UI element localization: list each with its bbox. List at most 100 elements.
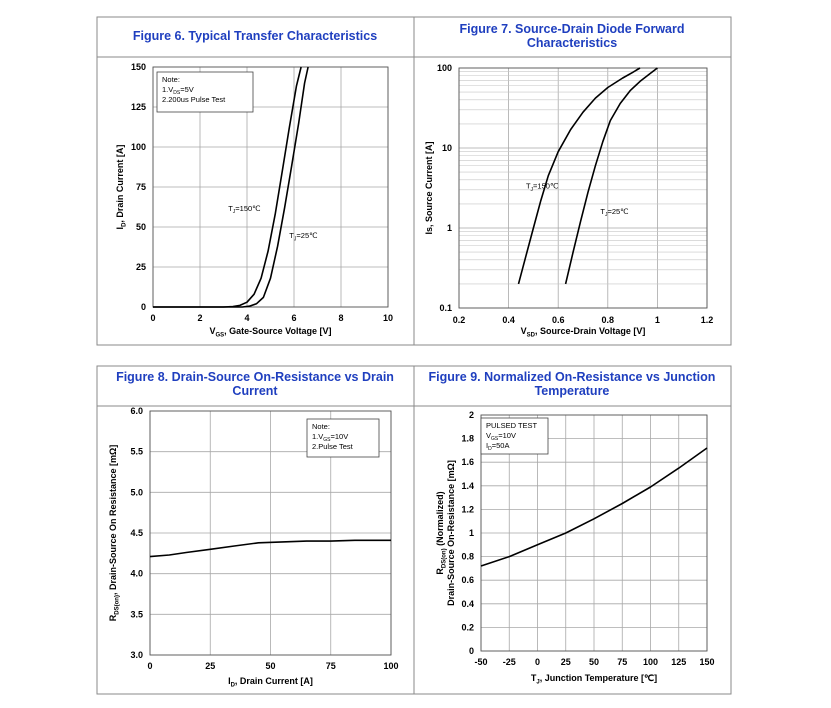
fig8-ytick: 5.5 [130, 447, 143, 457]
fig8-title: Figure 8. Drain-Source On-Resistance vs … [116, 370, 394, 384]
fig7-ytick: 100 [437, 63, 452, 73]
fig7-title: Figure 7. Source-Drain Diode Forward [459, 22, 684, 36]
fig7-ytick: 10 [442, 143, 452, 153]
fig8-ytick: 5.0 [130, 487, 143, 497]
fig6-note-box [156, 71, 254, 113]
fig9-note-line: ID​=50A [486, 441, 509, 452]
panel-frame-9 [413, 365, 732, 695]
fig6-xlabel: VGS​, Gate-Source Voltage [V] [209, 326, 331, 339]
fig6-ytick: 75 [136, 182, 146, 192]
fig9-ylabel: Drain-Source On-Resistance [mΩ] [446, 460, 456, 606]
fig8-xtick: 0 [147, 661, 152, 671]
fig6-note-line: 2.200us Pulse Test [162, 95, 226, 104]
fig8-ytick: 6.0 [130, 406, 143, 416]
fig9-ytick: 1.8 [461, 434, 474, 444]
fig9-ytick: 1.4 [461, 481, 474, 491]
fig8-series-0 [149, 539, 391, 558]
fig9-note-line: VGS​=10V [486, 431, 516, 442]
fig8-title: Current [232, 384, 278, 398]
fig9-series-0 [480, 447, 708, 567]
fig9-xtick: 50 [589, 657, 599, 667]
fig9-ytick: 2 [469, 410, 474, 420]
fig9-ytick: 1 [469, 528, 474, 538]
fig9-xtick: -25 [503, 657, 516, 667]
fig9-ytick: 0 [469, 646, 474, 656]
fig7-series-0 [517, 67, 641, 285]
fig6-xtick: 2 [197, 313, 202, 323]
fig8-note-box [306, 418, 380, 458]
fig9-xtick: 75 [617, 657, 627, 667]
fig6-note-line: Note: [162, 75, 180, 84]
fig6-chart: Figure 6. Typical Transfer Characteristi… [115, 29, 393, 339]
fig9-title: Figure 9. Normalized On-Resistance vs Ju… [429, 370, 716, 384]
fig7-series-1 [564, 67, 658, 285]
fig7-xtick: 1.2 [701, 315, 714, 325]
fig7-xtick: 1 [655, 315, 660, 325]
fig9-plot-frame [480, 414, 708, 652]
fig8-xtick: 75 [326, 661, 336, 671]
fig9-xtick: 25 [561, 657, 571, 667]
fig7-curve-label: TJ​=25℃ [600, 207, 629, 218]
fig6-xtick: 6 [291, 313, 296, 323]
fig7-plot-frame [458, 67, 708, 309]
fig7-grid [458, 67, 708, 309]
fig7-xtick: 0.2 [453, 315, 466, 325]
fig6-ytick: 50 [136, 222, 146, 232]
fig6-ytick: 100 [131, 142, 146, 152]
fig8-xtick: 50 [265, 661, 275, 671]
fig7-xtick: 0.6 [552, 315, 565, 325]
fig9-note-line: PULSED TEST [486, 421, 538, 430]
fig9-xtick: 150 [699, 657, 714, 667]
fig6-xtick: 4 [244, 313, 249, 323]
fig8-ytick: 4.0 [130, 569, 143, 579]
fig7-xlabel: VSD​, Source-Drain Voltage [V] [521, 326, 646, 339]
fig9-xtick: 0 [535, 657, 540, 667]
fig9-chart: Figure 9. Normalized On-Resistance vs Ju… [429, 370, 716, 686]
fig9-ytick: 1.6 [461, 457, 474, 467]
fig6-curve-label: TJ​=25℃ [289, 231, 318, 242]
fig9-ylabel: RDS(on)​ (Normalized) [435, 491, 448, 574]
fig8-xtick: 25 [205, 661, 215, 671]
fig9-ytick: 0.6 [461, 575, 474, 585]
fig7-chart: Figure 7. Source-Drain Diode ForwardChar… [424, 22, 713, 339]
fig6-curve-label: TJ​=150℃ [228, 204, 261, 215]
fig9-xtick: 125 [671, 657, 686, 667]
fig9-note-box [480, 417, 549, 455]
fig8-plot-frame [149, 410, 392, 656]
fig8-ytick: 3.0 [130, 650, 143, 660]
fig6-ylabel: ID​, Drain Current [A] [115, 145, 128, 230]
panel-frame-7 [413, 16, 732, 346]
fig6-plot-frame [152, 66, 389, 308]
fig7-ytick: 1 [447, 223, 452, 233]
fig6-xtick: 8 [338, 313, 343, 323]
fig8-ytick: 3.5 [130, 609, 143, 619]
fig9-title: Temperature [535, 384, 610, 398]
fig6-series-1 [153, 66, 309, 308]
fig6-ytick: 125 [131, 102, 146, 112]
fig6-ytick: 150 [131, 62, 146, 72]
fig8-note-line: 2.Pulse Test [312, 442, 354, 451]
fig9-ytick: 1.2 [461, 504, 474, 514]
fig8-xlabel: ID​, Drain Current [A] [228, 676, 313, 689]
fig8-note-line: Note: [312, 422, 330, 431]
fig8-xtick: 100 [383, 661, 398, 671]
fig8-chart: Figure 8. Drain-Source On-Resistance vs … [108, 370, 399, 689]
fig6-xtick: 10 [383, 313, 393, 323]
fig6-ytick: 25 [136, 262, 146, 272]
fig9-xtick: 100 [643, 657, 658, 667]
fig9-xlabel: TJ​, Junction Temperature [℃] [531, 673, 657, 686]
fig6-title: Figure 6. Typical Transfer Characteristi… [133, 29, 377, 43]
fig7-ytick: 0.1 [439, 303, 452, 313]
fig7-xtick: 0.8 [602, 315, 615, 325]
fig9-ytick: 0.4 [461, 599, 474, 609]
fig7-ylabel: Is, Source Current [A] [424, 141, 434, 234]
fig6-note-line: 1.VDS​=5V [162, 85, 194, 96]
fig7-xtick: 0.4 [502, 315, 515, 325]
fig8-note-line: 1.VGS​=10V [312, 432, 348, 443]
fig8-ylabel: RDS(on)​, Drain-Source On Resistance [mΩ… [108, 445, 121, 621]
fig6-ytick: 0 [141, 302, 146, 312]
panel-frame-8 [96, 365, 415, 695]
fig6-xtick: 0 [150, 313, 155, 323]
fig9-xtick: -50 [474, 657, 487, 667]
